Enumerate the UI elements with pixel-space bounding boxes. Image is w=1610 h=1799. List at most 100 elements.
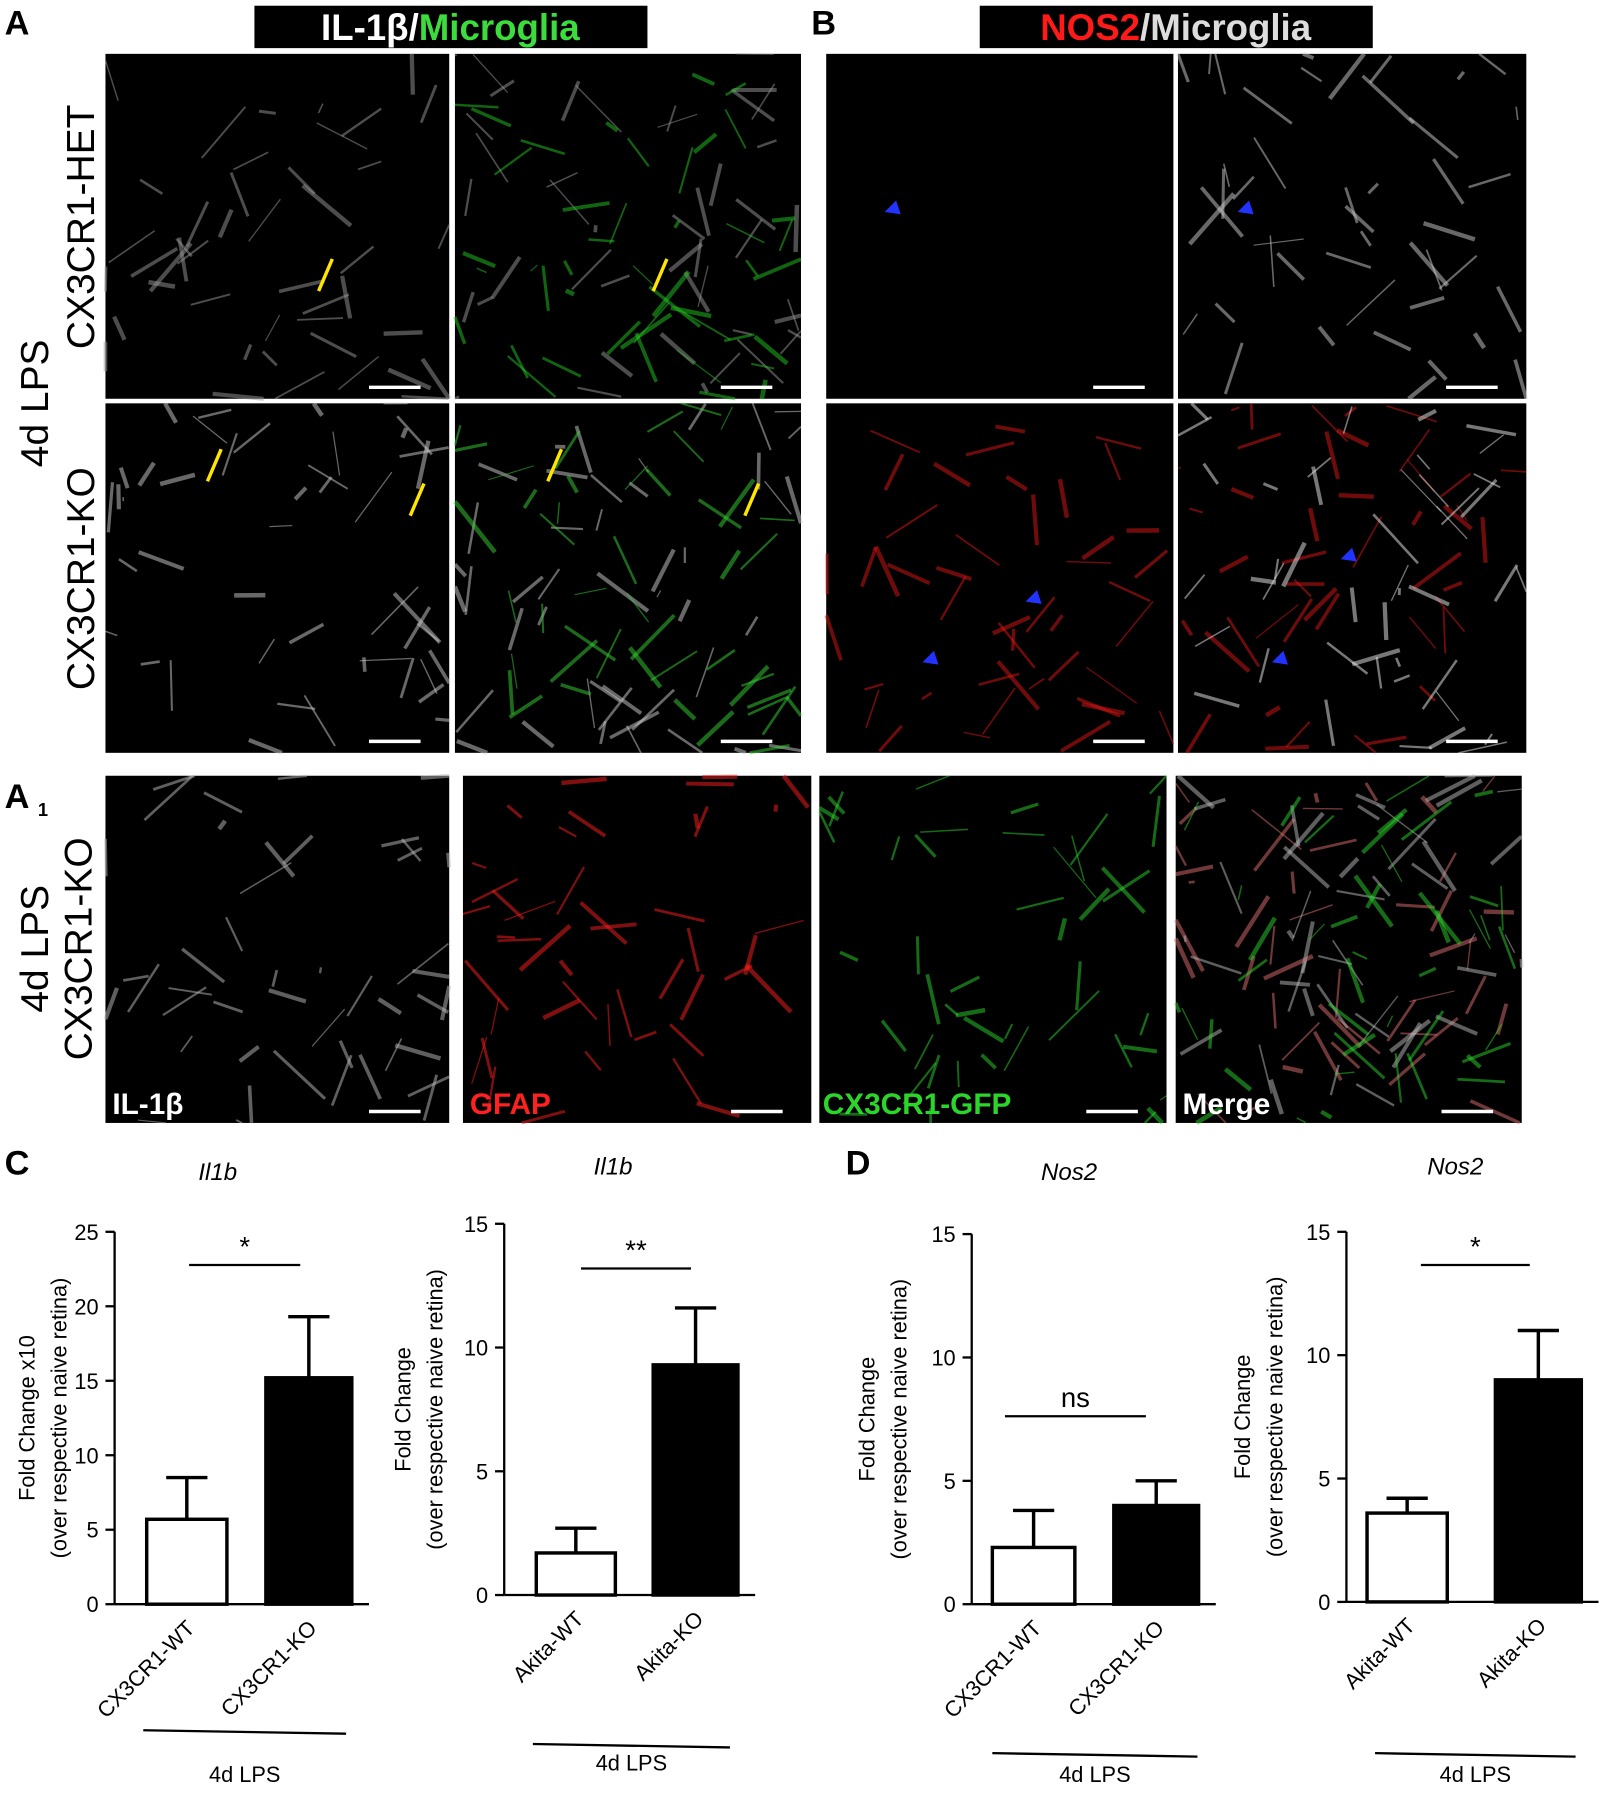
texture [1336, 428, 1370, 448]
texture [1190, 955, 1242, 975]
texture [860, 546, 878, 588]
texture [686, 927, 700, 972]
texture [1177, 466, 1182, 470]
texture [1317, 1003, 1363, 1049]
texture [488, 465, 535, 481]
texture [192, 415, 228, 444]
texture [1255, 604, 1299, 639]
texture [1193, 797, 1226, 811]
texture [779, 330, 802, 355]
texture [122, 974, 149, 982]
texture [506, 804, 523, 819]
texture [106, 482, 115, 533]
texture [1031, 494, 1040, 546]
arrow [205, 448, 223, 482]
texture [217, 208, 234, 239]
texture [1429, 936, 1478, 958]
texture [787, 329, 802, 339]
texture [399, 657, 415, 699]
texture [1303, 586, 1338, 622]
group-line [1375, 1752, 1576, 1758]
texture [676, 349, 722, 384]
texture [1352, 516, 1383, 568]
texture [654, 908, 705, 923]
texture [359, 657, 412, 662]
texture [1246, 1103, 1263, 1114]
y-tick-label: 10 [1306, 1343, 1330, 1368]
texture [1151, 795, 1161, 847]
arrowhead [1237, 200, 1254, 215]
texture [507, 355, 557, 398]
texture [1338, 493, 1374, 499]
texture [549, 639, 599, 683]
texture [1422, 221, 1476, 242]
texture [629, 613, 676, 661]
texture [190, 293, 231, 306]
texture [1342, 1033, 1376, 1057]
texture [870, 429, 921, 454]
texture [1003, 1026, 1030, 1072]
texture [357, 160, 382, 171]
micrograph [454, 403, 801, 753]
texture [520, 139, 566, 156]
texture [1214, 53, 1227, 95]
texture [521, 720, 555, 749]
texture [562, 981, 598, 1021]
texture [1468, 933, 1476, 944]
header-part: NOS2 [1040, 7, 1140, 48]
texture [886, 562, 931, 585]
texture [697, 265, 709, 308]
texture [1300, 66, 1323, 83]
micrograph [1177, 53, 1527, 399]
texture [264, 314, 281, 342]
texture [1352, 951, 1368, 960]
y-tick-label: 0 [944, 1592, 956, 1617]
texture [104, 266, 108, 292]
texture [387, 367, 432, 391]
texture [1182, 313, 1198, 335]
texture [472, 53, 509, 93]
texture [686, 781, 734, 787]
texture [981, 687, 1016, 735]
texture [995, 424, 1026, 434]
texture [1418, 966, 1437, 978]
texture [1268, 1078, 1284, 1115]
x-tick-label: Akita-KO [1472, 1613, 1551, 1692]
texture [1408, 241, 1450, 288]
texture [496, 935, 516, 939]
texture [1271, 992, 1277, 1029]
texture [303, 694, 336, 747]
texture [384, 1038, 403, 1072]
texture [1053, 846, 1097, 899]
texture [1293, 578, 1312, 598]
texture [1181, 1007, 1199, 1040]
texture [1418, 474, 1450, 508]
texture [1456, 70, 1466, 81]
texture [177, 237, 189, 282]
texture [1049, 614, 1064, 632]
texture [1174, 845, 1187, 867]
texture [137, 461, 156, 487]
texture [696, 710, 735, 747]
texture [340, 275, 353, 319]
texture [203, 791, 243, 814]
texture [1108, 580, 1151, 603]
texture [1515, 106, 1519, 121]
texture [1025, 596, 1056, 633]
texture [233, 422, 271, 454]
texture [1010, 628, 1016, 651]
texture [1412, 551, 1462, 590]
texture [590, 922, 637, 931]
texture [752, 257, 802, 281]
texture [1199, 186, 1244, 238]
texture [1076, 696, 1121, 718]
texture [1189, 507, 1203, 514]
texture [185, 200, 210, 248]
texture [542, 998, 581, 1020]
texture [720, 406, 733, 430]
significance: * [1470, 1231, 1481, 1262]
texture [747, 695, 789, 716]
texture [1388, 1052, 1427, 1086]
texture [949, 975, 980, 993]
micrograph [454, 53, 801, 399]
